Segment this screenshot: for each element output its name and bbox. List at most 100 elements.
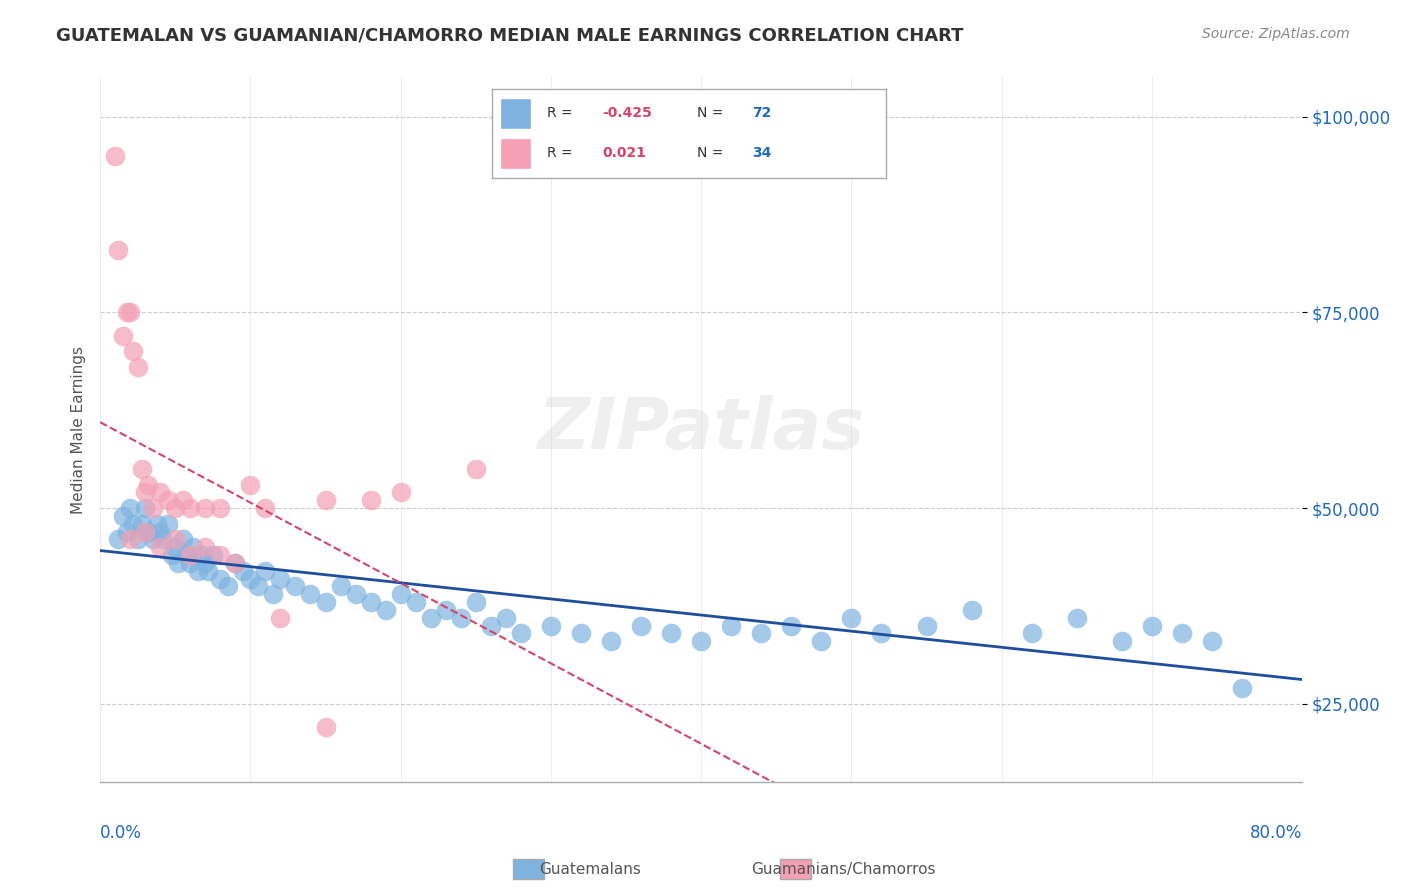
Point [915, 618, 938, 632]
Point [254, 564, 277, 578]
Point [107, 243, 129, 257]
Point [389, 485, 412, 500]
Point [405, 595, 427, 609]
Point [450, 610, 472, 624]
Point [146, 516, 169, 531]
Point [115, 305, 138, 319]
Point [239, 572, 262, 586]
Point [127, 360, 149, 375]
Point [187, 564, 209, 578]
Point [960, 603, 983, 617]
Point [136, 477, 159, 491]
Point [224, 556, 246, 570]
Text: -0.425: -0.425 [602, 106, 652, 120]
Point [246, 579, 269, 593]
Point [374, 603, 396, 617]
Point [540, 618, 562, 632]
Point [136, 524, 159, 539]
Point [720, 618, 742, 632]
Text: 72: 72 [752, 106, 772, 120]
Text: 80.0%: 80.0% [1250, 824, 1302, 842]
Point [179, 556, 201, 570]
Point [239, 477, 262, 491]
Point [315, 720, 337, 734]
Point [201, 548, 224, 562]
Point [1201, 634, 1223, 648]
Point [780, 618, 803, 632]
Point [156, 493, 179, 508]
Point [179, 548, 201, 562]
Point [134, 524, 156, 539]
Point [1171, 626, 1194, 640]
FancyBboxPatch shape [501, 138, 531, 169]
Text: N =: N = [697, 146, 727, 161]
Point [122, 344, 145, 359]
Point [569, 626, 592, 640]
Point [284, 579, 307, 593]
Point [167, 556, 190, 570]
Point [165, 501, 187, 516]
Point [111, 328, 134, 343]
Text: ZIPatlas: ZIPatlas [537, 395, 865, 464]
Point [104, 149, 127, 163]
Point [120, 501, 142, 516]
Text: 0.021: 0.021 [602, 146, 647, 161]
Text: R =: R = [547, 106, 578, 120]
Point [810, 634, 832, 648]
Point [149, 485, 172, 500]
Text: Source: ZipAtlas.com: Source: ZipAtlas.com [1202, 27, 1350, 41]
Point [389, 587, 412, 601]
Point [464, 595, 486, 609]
Point [659, 626, 682, 640]
Point [194, 540, 217, 554]
Point [149, 524, 172, 539]
Point [254, 501, 277, 516]
Point [269, 610, 291, 624]
Point [495, 610, 517, 624]
Point [224, 556, 246, 570]
Point [509, 626, 531, 640]
Text: Guamanians/Chamorros: Guamanians/Chamorros [751, 863, 936, 877]
Point [172, 493, 194, 508]
Point [870, 626, 893, 640]
Point [120, 305, 142, 319]
Point [600, 634, 623, 648]
Point [165, 540, 187, 554]
Point [142, 501, 165, 516]
Point [142, 533, 165, 547]
Point [181, 540, 204, 554]
Point [191, 548, 214, 562]
Point [165, 533, 187, 547]
Point [630, 618, 652, 632]
Point [434, 603, 457, 617]
Point [841, 610, 863, 624]
Point [217, 579, 239, 593]
Point [197, 564, 219, 578]
Text: N =: N = [697, 106, 727, 120]
Point [232, 564, 254, 578]
Point [127, 533, 149, 547]
Point [172, 533, 194, 547]
Point [749, 626, 772, 640]
Point [107, 533, 129, 547]
Point [179, 501, 201, 516]
Point [120, 533, 142, 547]
Text: 34: 34 [752, 146, 772, 161]
Point [162, 548, 184, 562]
Point [329, 579, 352, 593]
Point [299, 587, 322, 601]
Point [419, 610, 441, 624]
Point [315, 493, 337, 508]
Point [176, 548, 198, 562]
Point [360, 595, 382, 609]
Point [262, 587, 284, 601]
Point [111, 508, 134, 523]
Point [464, 462, 486, 476]
Point [1066, 610, 1088, 624]
Point [122, 516, 145, 531]
Point [131, 516, 153, 531]
Point [209, 501, 232, 516]
FancyBboxPatch shape [501, 98, 531, 129]
Point [269, 572, 291, 586]
Point [209, 548, 232, 562]
